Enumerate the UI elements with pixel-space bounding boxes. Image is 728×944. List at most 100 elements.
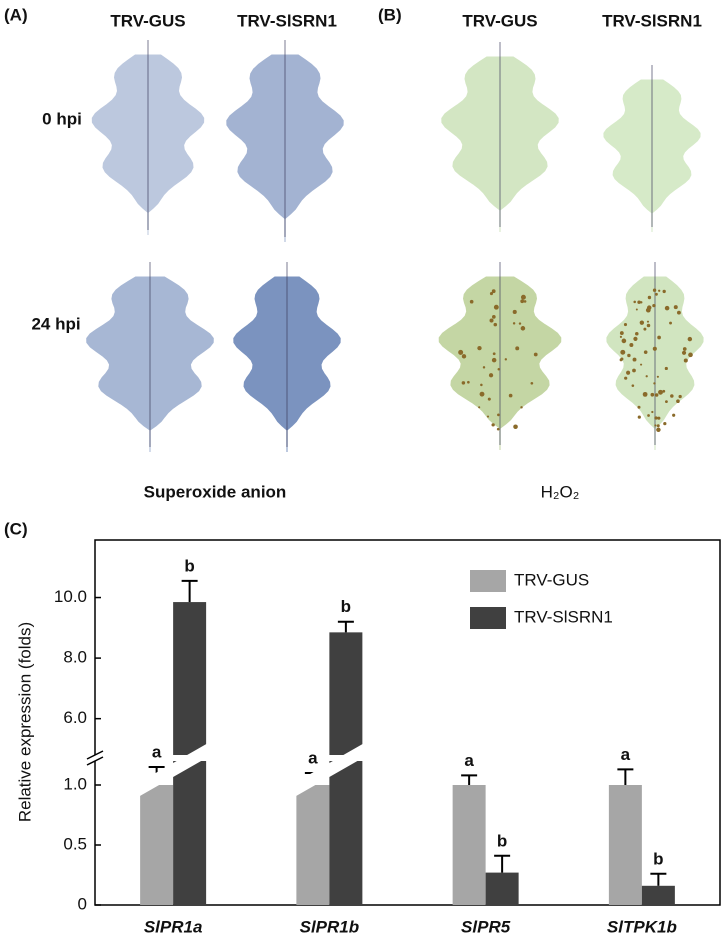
row-label: 24 hpi [31, 314, 80, 333]
significance-letter: b [653, 849, 663, 868]
y-tick-label: 10.0 [54, 587, 87, 606]
significance-letter: b [341, 597, 351, 616]
leaf-spot [486, 415, 490, 418]
leaf-spot [493, 322, 498, 327]
leaf-spot [645, 307, 651, 313]
bar-upper [173, 602, 207, 755]
leaf-spot [639, 320, 645, 325]
leaf-spot [623, 323, 628, 327]
leaf-spot [665, 400, 668, 404]
leaf-spot [676, 310, 681, 315]
legend-swatch [470, 607, 506, 629]
column-header: TRV-SlSRN1 [602, 11, 702, 30]
leaf-spot [657, 428, 661, 432]
bar-lower [173, 761, 207, 905]
leaf-spot [652, 303, 656, 308]
significance-letter: b [497, 831, 507, 850]
leaf-spot [520, 326, 526, 331]
leaf-spot [631, 384, 635, 387]
significance-letter: a [308, 748, 318, 767]
leaf [233, 276, 341, 452]
leaf-spot [513, 424, 518, 430]
leaf-spot [497, 367, 501, 371]
leaf-spot [670, 394, 674, 398]
leaf-spot [654, 393, 659, 397]
leaf-spot [512, 322, 516, 325]
leaf-spot [634, 331, 639, 336]
leaf [441, 56, 559, 232]
leaf-spot [487, 397, 491, 401]
leaf [438, 276, 562, 450]
leaf-spot [469, 299, 474, 304]
leaf-spot [492, 352, 496, 356]
row-label: 0 hpi [42, 109, 82, 128]
leaf-spot [619, 331, 624, 335]
leaf-spot [478, 406, 481, 409]
leaf-spot [493, 304, 499, 310]
leaf-spot [640, 363, 643, 366]
significance-letter: b [184, 556, 194, 575]
leaf-spot [458, 349, 464, 355]
y-tick-label: 1.0 [63, 774, 87, 793]
leaf-spot [530, 381, 534, 385]
x-tick-label: SlPR1a [144, 917, 203, 936]
leaf-spot [520, 406, 523, 409]
leaf-spot [669, 321, 672, 325]
leaf-spot [642, 391, 648, 397]
leaf-spot [632, 368, 636, 373]
column-header: TRV-GUS [110, 11, 185, 30]
leaf-spot [651, 410, 654, 414]
leaf-spot [662, 389, 666, 393]
leaf-spot [653, 382, 656, 385]
leaf-spot [645, 375, 648, 378]
bar-upper [329, 632, 363, 755]
leaf-spot [655, 292, 658, 296]
panel-label: (A) [4, 5, 28, 24]
leaf-spot [656, 375, 659, 378]
y-axis-title: Relative expression (folds) [15, 622, 34, 822]
leaf-spot [658, 389, 663, 395]
bar-break [294, 743, 365, 797]
leaf-spot [681, 350, 687, 355]
leaf-spot [656, 424, 660, 428]
leaf-spot [688, 352, 693, 358]
x-tick-label: SlPR5 [461, 917, 511, 936]
leaf-spot [637, 415, 641, 419]
significance-letter: a [152, 742, 162, 761]
leaf-spot [515, 346, 520, 351]
column-header: TRV-SlSRN1 [237, 11, 337, 30]
leaf-spot [683, 358, 688, 363]
leaf-spot [619, 335, 623, 338]
panel-label: (C) [4, 519, 28, 538]
bar [296, 785, 330, 905]
leaf-spot [637, 405, 641, 409]
leaf-spot [678, 394, 682, 399]
y-tick-label: 0 [78, 894, 87, 913]
leaf-spot [496, 427, 500, 431]
leaf-spot [640, 301, 643, 304]
significance-letter: a [464, 751, 474, 770]
leaf-spot [620, 357, 624, 361]
column-header: TRV-GUS [462, 11, 537, 30]
leaf-spot [491, 357, 497, 363]
leaf-spot [635, 308, 638, 311]
leaf-spot [657, 416, 661, 420]
leaf-spot [652, 288, 657, 292]
legend-label: TRV-GUS [514, 570, 589, 589]
leaf-spot [461, 354, 467, 359]
leaf-spot [646, 323, 651, 328]
leaf [606, 276, 704, 450]
leaf-spot [482, 366, 486, 369]
leaf-spot [672, 413, 676, 417]
leaf [226, 54, 344, 242]
leaf-spot [491, 423, 495, 427]
y-tick-label: 8.0 [63, 648, 87, 667]
leaf-spot [647, 414, 650, 417]
leaf-spot [626, 370, 631, 375]
leaf [86, 276, 214, 452]
leaf-spot [637, 300, 641, 304]
leaf-spot [633, 300, 636, 304]
leaf-spot [646, 320, 650, 323]
leaf-spot [489, 318, 494, 323]
